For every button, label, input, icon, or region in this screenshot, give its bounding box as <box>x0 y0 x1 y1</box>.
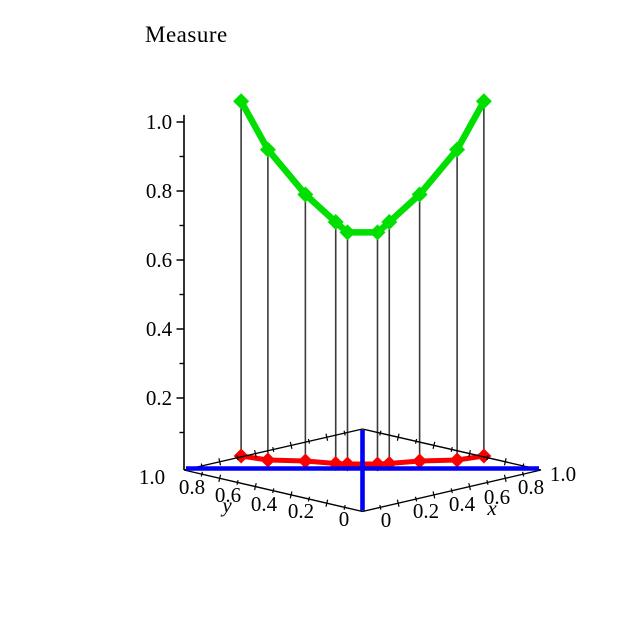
base-edge-tick <box>218 474 222 482</box>
y-axis-name: y <box>220 493 232 517</box>
base-projection-marker <box>476 448 492 464</box>
base-edge-tick <box>450 488 453 494</box>
measure-marker <box>369 224 386 241</box>
x-tick-label: 0.2 <box>413 499 439 523</box>
base-edge-tick <box>289 441 293 450</box>
z-tick-label: 0.4 <box>146 317 173 341</box>
base-edge-tick <box>236 455 239 461</box>
y-tick-label: 0.4 <box>251 492 278 516</box>
y-tick-label: 0.2 <box>288 499 314 523</box>
base-edge-tick <box>432 491 436 499</box>
base-edge-tick <box>503 458 507 466</box>
base-edge-tick <box>343 504 346 510</box>
y-tick-label: 0.8 <box>179 475 205 499</box>
base-edge-tick <box>254 482 257 491</box>
base-edge-tick <box>307 438 311 444</box>
base-edge-tick <box>343 430 346 436</box>
measure-marker <box>297 186 314 203</box>
base-edge-tick <box>379 430 382 436</box>
x-tick-label: 0 <box>381 508 392 532</box>
base-edge-tick <box>254 449 257 458</box>
measure-marker <box>327 214 344 231</box>
measure-marker <box>475 93 492 110</box>
y-tick-label: 0 <box>339 507 350 531</box>
y-tick-label: 0.6 <box>215 483 241 507</box>
base-edge-tick <box>486 455 489 461</box>
base-projection-marker <box>260 452 276 468</box>
x-tick-label: 0.4 <box>449 492 476 516</box>
base-edge-tick <box>325 499 329 507</box>
base-edge-tick <box>414 496 418 502</box>
y-tick-label: 1.0 <box>139 465 165 489</box>
z-tick-label: 0.6 <box>146 248 172 272</box>
base-edge-tick <box>486 479 489 485</box>
x-tick-label: 0.8 <box>518 475 544 499</box>
base-edge-tick <box>236 479 239 485</box>
x-axis-name: x <box>486 496 497 520</box>
base-edge-tick <box>503 474 507 482</box>
plot-title: Measure <box>145 22 228 47</box>
x-tick-label: 0.6 <box>484 485 510 509</box>
base-edge-tick <box>272 447 275 452</box>
measure-marker <box>449 141 466 158</box>
base-edge-tick <box>218 458 222 466</box>
measure-marker <box>233 93 250 110</box>
base-edge-tick <box>379 504 382 510</box>
base-edge-tick <box>396 433 400 441</box>
z-tick-label: 0.2 <box>146 386 172 410</box>
base-edge-tick <box>325 433 329 441</box>
base-edge-tick <box>307 496 311 502</box>
base-edge-tick <box>522 471 525 477</box>
base-edge-tick <box>396 499 400 507</box>
base-edge-tick <box>200 471 203 477</box>
x-tick-label: 1.0 <box>550 462 576 486</box>
base-edge-tick <box>468 482 471 491</box>
z-tick-label: 0.8 <box>146 179 172 203</box>
base-edge-tick <box>289 491 293 499</box>
base-edge-tick <box>450 447 453 452</box>
base-projection-marker <box>297 453 313 469</box>
measure-marker <box>411 186 428 203</box>
measure-marker <box>259 141 276 158</box>
measure-marker <box>339 224 356 241</box>
base-edge-tick <box>272 488 275 494</box>
measure-curve <box>237 98 488 236</box>
measure-marker <box>381 214 398 231</box>
base-projection-marker <box>412 453 428 469</box>
base-edge-tick <box>432 441 436 450</box>
base-projection-marker <box>449 452 465 468</box>
z-tick-label: 1.0 <box>146 110 172 134</box>
base-projection-marker <box>233 448 249 464</box>
base-edge-tick <box>414 438 418 444</box>
base-edge-tick <box>468 449 471 458</box>
